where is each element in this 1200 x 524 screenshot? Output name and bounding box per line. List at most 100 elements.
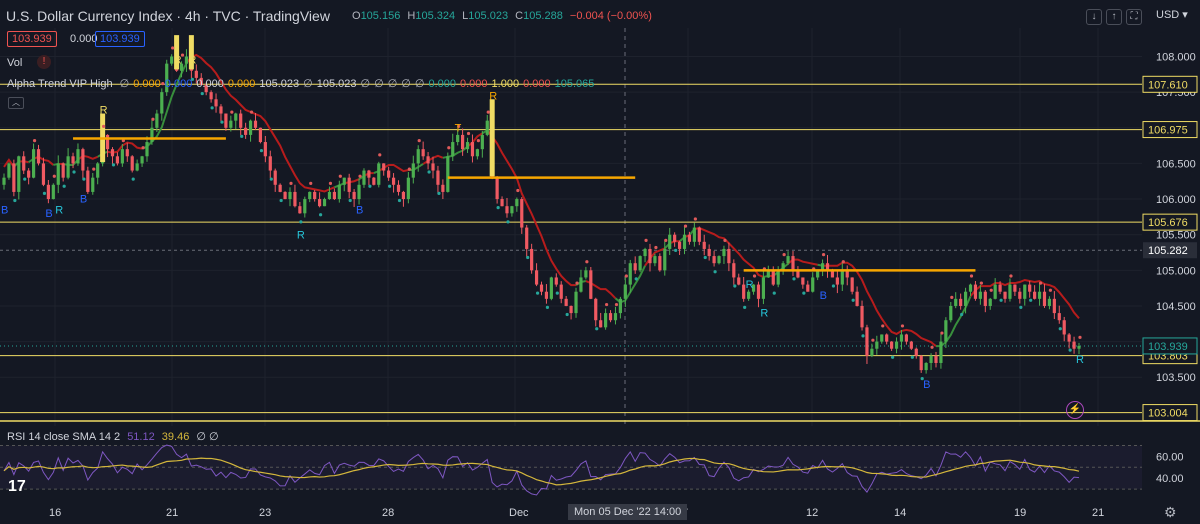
signal-dot (644, 238, 648, 242)
rsi-tick-label: 60.00 (1156, 451, 1184, 463)
signal-label: B (923, 379, 930, 391)
rsi-sma-line (3, 457, 1080, 486)
candle-body (722, 248, 726, 257)
signal-dot (338, 174, 342, 178)
signal-label: B (45, 208, 52, 220)
candle-body (909, 341, 913, 349)
candle-body (850, 277, 854, 292)
candle-body (594, 298, 598, 321)
candle-body (130, 156, 134, 171)
signal-label: R (297, 229, 305, 241)
candle-body (51, 184, 55, 200)
indicator-value: ∅ (387, 78, 398, 90)
candle-body (441, 184, 445, 192)
close-value: 105.288 (523, 10, 563, 22)
candle-body (2, 177, 6, 185)
candle-body (668, 234, 672, 249)
candle-body (534, 270, 539, 285)
candle-body (1042, 291, 1047, 306)
candle-body (248, 120, 253, 135)
signal-dot (1078, 335, 1082, 339)
indicator-value: 0.000 (227, 78, 256, 90)
candle-body (830, 270, 835, 278)
candle-body (105, 134, 110, 150)
time-tick-label: 14 (894, 507, 906, 519)
candle-body (303, 199, 307, 214)
signal-dot (654, 245, 658, 250)
indicator-name: Alpha Trend VIP High (7, 78, 113, 90)
lightning-icon[interactable]: ⚡ (1066, 401, 1084, 419)
candle-body (544, 291, 549, 299)
sell-price-button[interactable]: 103.939 (7, 31, 57, 47)
signal-dot (841, 260, 845, 264)
candle-body (1023, 284, 1027, 299)
candle-body (564, 298, 568, 306)
signal-dot (802, 291, 806, 295)
change-value: −0.004 (−0.00%) (569, 10, 652, 22)
candle-body (465, 142, 470, 150)
expand-icon[interactable]: ⛶ (1126, 9, 1142, 25)
indicator-value: 0.000 (196, 78, 224, 90)
candle-body (811, 277, 815, 292)
candle-body (717, 256, 721, 264)
candle-body (298, 206, 302, 214)
dashed-level-label: 105.282 (1148, 245, 1188, 257)
signal-label: B (1, 204, 8, 216)
time-tick-label: 19 (1014, 507, 1026, 519)
candle-body (1057, 313, 1061, 321)
candle-body (677, 241, 682, 249)
signal-dot (447, 146, 451, 150)
warning-icon[interactable]: ! (37, 55, 51, 69)
signal-dot (831, 284, 836, 288)
signal-dot (930, 345, 934, 349)
signal-dot (950, 295, 954, 300)
candle-body (76, 149, 80, 164)
price-tick-label: 105.500 (1156, 230, 1196, 242)
signal-dot (999, 298, 1003, 302)
rsi-legend[interactable]: RSI 14 close SMA 14 2 51.12 39.46 ∅ ∅ (7, 430, 223, 443)
currency-selector[interactable]: USD ▾ (1156, 9, 1188, 21)
spread-value: 0.000 (70, 33, 98, 45)
candle-body (313, 191, 317, 200)
collapse-legend-icon[interactable]: ︿ (8, 97, 24, 109)
signal-dot (989, 288, 993, 292)
gear-icon[interactable]: ⚙ (1164, 504, 1177, 520)
high-value: 105.324 (415, 10, 456, 22)
signal-dot (979, 281, 983, 285)
level-label: 103.004 (1148, 408, 1188, 420)
candle-body (288, 191, 292, 200)
price-tick-label: 105.000 (1156, 265, 1196, 277)
arrow-up-icon[interactable]: ↑ (1106, 9, 1122, 25)
candle-body (791, 256, 795, 271)
candle-body (894, 341, 899, 349)
candle-body (1013, 284, 1017, 292)
signal-dot (259, 148, 264, 153)
signal-dot (969, 274, 974, 278)
candle-body (36, 149, 41, 164)
candle-body (702, 241, 706, 249)
candle-body (761, 277, 766, 299)
level-label-box (1142, 75, 1198, 93)
arrow-down-icon[interactable]: ↓ (1086, 9, 1102, 25)
indicator-legend[interactable]: Alpha Trend VIP High ∅ 0.000 0.000 0.000 0.0… (7, 77, 598, 90)
candle-body (1047, 298, 1052, 306)
trend-segment (969, 278, 1080, 319)
signal-dot (309, 181, 313, 185)
indicator-value: 0.000 (428, 78, 456, 90)
signal-dot (920, 377, 924, 381)
buy-price-button[interactable]: 103.939 (95, 31, 145, 47)
candle-body (91, 177, 95, 192)
signal-dot (585, 260, 589, 264)
signal-dot (861, 334, 865, 338)
candle-body (618, 298, 622, 314)
signal-dot (299, 220, 303, 224)
candle-body (436, 170, 440, 185)
signal-dot (1019, 305, 1023, 309)
rsi-extra: ∅ ∅ (196, 431, 219, 443)
price-tick-label: 104.500 (1156, 301, 1196, 313)
candle-body (332, 191, 336, 200)
volume-label[interactable]: Vol (7, 57, 23, 69)
signal-dot (516, 188, 520, 193)
signal-dot (52, 174, 56, 178)
candle-body (396, 184, 401, 192)
